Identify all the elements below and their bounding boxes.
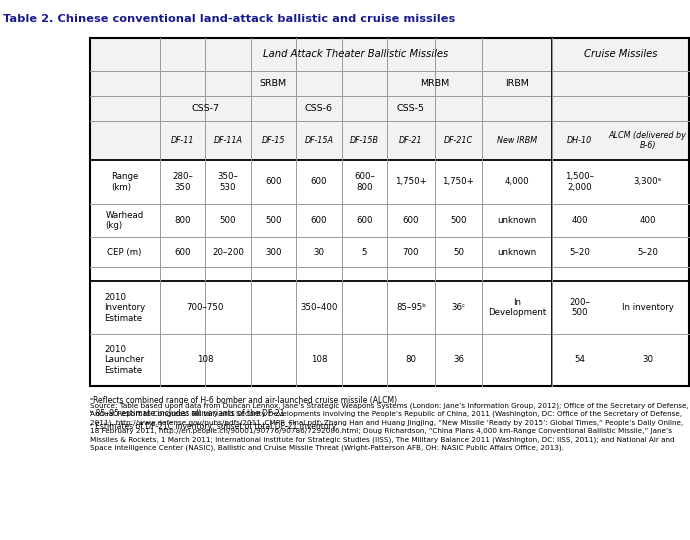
Text: 54: 54	[574, 355, 585, 364]
Text: IRBM: IRBM	[505, 79, 529, 88]
Text: In inventory: In inventory	[622, 303, 673, 312]
Text: DF-21C: DF-21C	[444, 136, 473, 145]
Text: In
Development: In Development	[488, 298, 546, 318]
Text: 600: 600	[402, 216, 419, 225]
Text: 80: 80	[405, 355, 416, 364]
Text: CSS-5: CSS-5	[397, 104, 425, 113]
Text: 600: 600	[310, 216, 327, 225]
Text: 2010
Launcher
Estimate: 2010 Launcher Estimate	[105, 345, 145, 375]
Text: 500: 500	[219, 216, 236, 225]
Text: 800: 800	[174, 216, 190, 225]
Text: 700: 700	[402, 248, 419, 256]
Text: 600: 600	[310, 178, 327, 186]
Text: DF-11: DF-11	[170, 136, 194, 145]
Text: Table 2. Chinese conventional land-attack ballistic and cruise missiles: Table 2. Chinese conventional land-attac…	[3, 14, 455, 24]
Text: DF-21: DF-21	[399, 136, 422, 145]
Text: 400: 400	[571, 216, 588, 225]
Text: 300: 300	[265, 248, 282, 256]
Text: Land Attack Theater Ballistic Missiles: Land Attack Theater Ballistic Missiles	[264, 49, 448, 59]
Text: CSS-6: CSS-6	[305, 104, 333, 113]
Text: unknown: unknown	[497, 248, 537, 256]
Text: 200–
500: 200– 500	[569, 298, 590, 318]
Text: CSS-7: CSS-7	[191, 104, 219, 113]
Text: 85–95ᵇ: 85–95ᵇ	[396, 303, 426, 312]
Text: New IRBM: New IRBM	[497, 136, 538, 145]
Text: DF-15A: DF-15A	[304, 136, 333, 145]
Text: DF-15B: DF-15B	[350, 136, 379, 145]
Text: 400: 400	[640, 216, 656, 225]
Text: 108: 108	[310, 355, 327, 364]
Text: 36ᶜ: 36ᶜ	[451, 303, 466, 312]
Text: 1,500–
2,000: 1,500– 2,000	[565, 172, 594, 192]
Text: 1,750+: 1,750+	[395, 178, 427, 186]
Text: DH-10: DH-10	[567, 136, 592, 145]
Text: 600: 600	[174, 248, 190, 256]
Text: Range
(km): Range (km)	[111, 172, 139, 192]
Text: Warhead
(kg): Warhead (kg)	[106, 211, 144, 230]
Text: Source: Table based upon data from Duncan Lennox, Jane’s Strategic Weapons Syste: Source: Table based upon data from Dunca…	[90, 402, 689, 451]
Text: 2010
Inventory
Estimate: 2010 Inventory Estimate	[104, 293, 146, 322]
Text: 1,750+: 1,750+	[442, 178, 474, 186]
Text: 350–
530: 350– 530	[217, 172, 238, 192]
Text: Cruise Missiles: Cruise Missiles	[584, 49, 657, 59]
Text: 600: 600	[265, 178, 282, 186]
Text: ᵇ 85–95 estimate includes all variants of the DF-21: ᵇ 85–95 estimate includes all variants o…	[90, 409, 284, 418]
Text: SRBM: SRBM	[260, 79, 287, 88]
Text: unknown: unknown	[497, 216, 537, 225]
Text: ALCM (delivered by
B-6): ALCM (delivered by B-6)	[609, 131, 687, 150]
Text: 3,300ᵃ: 3,300ᵃ	[633, 178, 662, 186]
Text: 30: 30	[642, 355, 653, 364]
Text: DF-11A: DF-11A	[213, 136, 242, 145]
Text: ᵃReflects combined range of H-6 bomber and air-launched cruise missile (ALCM): ᵃReflects combined range of H-6 bomber a…	[90, 396, 397, 405]
Text: 30: 30	[313, 248, 324, 256]
Text: 4,000: 4,000	[505, 178, 529, 186]
Text: DF-15: DF-15	[262, 136, 285, 145]
Text: 36: 36	[453, 355, 464, 364]
Text: 5–20: 5–20	[569, 248, 590, 256]
Text: ᶜ Estimates of DF-21C inventory; subset of total DF-21 inventory: ᶜ Estimates of DF-21C inventory; subset …	[90, 422, 336, 431]
Text: 280–
350: 280– 350	[172, 172, 193, 192]
Text: 500: 500	[265, 216, 282, 225]
Text: MRBM: MRBM	[420, 79, 449, 88]
Text: 50: 50	[453, 248, 464, 256]
Text: 500: 500	[450, 216, 466, 225]
Text: 5–20: 5–20	[638, 248, 658, 256]
Text: 600: 600	[356, 216, 373, 225]
Text: 600–
800: 600– 800	[354, 172, 375, 192]
Text: 350–400: 350–400	[300, 303, 337, 312]
Text: 108: 108	[197, 355, 213, 364]
Text: 5: 5	[362, 248, 367, 256]
Text: 20–200: 20–200	[212, 248, 244, 256]
Text: 700–750: 700–750	[186, 303, 224, 312]
Text: CEP (m): CEP (m)	[108, 248, 142, 256]
